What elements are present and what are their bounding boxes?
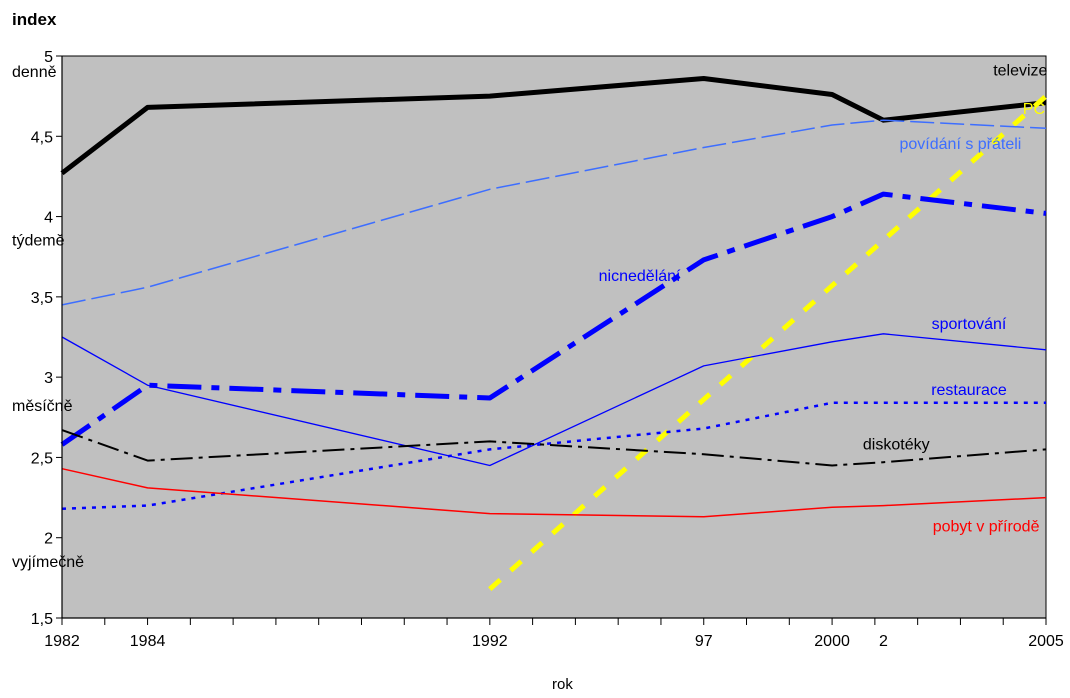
y-tick-label-0: 5 [44,49,53,66]
x-tick-label-5: 2 [879,633,888,650]
series-line-2 [61,119,1047,306]
y-axis-title: index [12,10,57,29]
series-label-1: PC [1023,101,1045,118]
y-tick-label-6: 2 [44,531,53,548]
y-tick-label-4: 3 [44,370,53,387]
series-label-5: restaurace [931,382,1007,399]
y-category-label-2: měsíčně [12,398,73,415]
series-line-1 [488,94,1048,591]
series-line-6 [61,429,1047,467]
x-tick-label-1: 1984 [130,633,166,650]
y-tick-label-1: 4,5 [31,129,53,146]
series-label-4: sportování [932,316,1007,333]
x-tick-label-2: 1992 [472,633,508,650]
x-tick-label-3: 97 [695,633,713,650]
y-tick-label-2: 4 [44,210,53,227]
series-label-2: povídání s přáteli [900,136,1022,153]
x-tick-label-6: 2005 [1028,633,1064,650]
y-tick-label-7: 1,5 [31,611,53,628]
x-tick-label-4: 2000 [814,633,850,650]
label-layer: televize PC povídání s přáteli nicnedělání s… [599,62,1048,535]
y-category-label-3: vyjímečně [12,554,84,571]
y-category-label-1: týdemě [12,233,65,250]
plot-area [61,55,1047,619]
axis-layer: 5 4,5 4 3,5 3 2,5 2 1,5 denně týdemě měsíčně vyjíme… [12,49,1064,650]
series-line-7 [61,467,1047,518]
series-layer [60,76,1048,591]
series-line-3 [60,191,1047,447]
x-tick-label-0: 1982 [44,633,80,650]
series-label-6: diskotéky [863,436,930,453]
series-label-3: nicnedělání [599,268,681,285]
series-label-7: pobyt v přírodě [933,518,1040,535]
y-tick-label-5: 2,5 [31,450,53,467]
series-label-0: televize [993,62,1047,79]
y-category-label-0: denně [12,64,57,81]
x-axis-title: rok [552,676,573,693]
y-tick-label-3: 3,5 [31,290,53,307]
series-line-4 [61,333,1047,467]
